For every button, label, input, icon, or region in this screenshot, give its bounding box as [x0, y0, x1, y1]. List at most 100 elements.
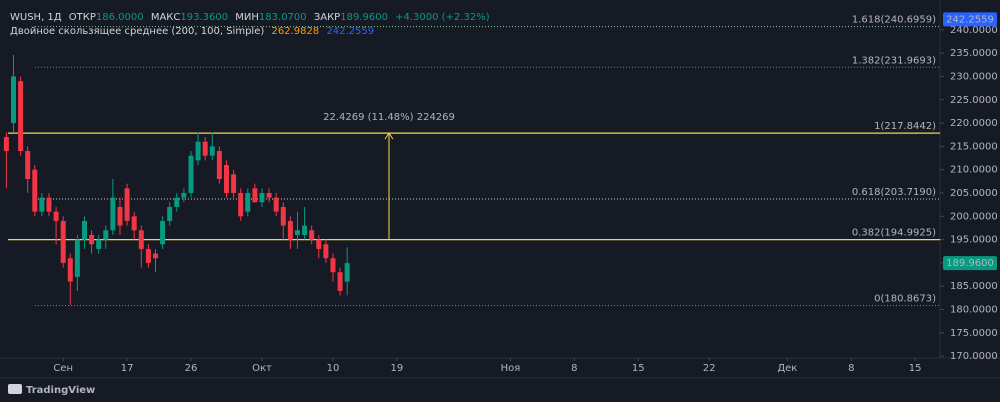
fib-label: 0(180.8673)	[874, 293, 936, 304]
y-tick-label: 235.0000	[950, 48, 998, 59]
y-tick-label: 225.0000	[950, 95, 998, 106]
indicator: Двойное скользящее среднее (200, 100, Si…	[10, 26, 374, 37]
high-label: МАКС	[151, 12, 181, 23]
low-label: МИН	[235, 12, 259, 23]
candle-body	[110, 197, 116, 231]
candle-body	[74, 239, 80, 277]
price-label-box	[943, 12, 997, 27]
brand: TradingView	[26, 385, 95, 396]
price-label: 189.9600	[946, 258, 994, 269]
x-tick-label: 22	[703, 363, 716, 374]
y-tick-label: 220.0000	[950, 118, 998, 129]
candle-body	[202, 141, 208, 156]
candle-body	[89, 234, 95, 245]
x-tick-label: 15	[909, 363, 922, 374]
low: 183.0700	[259, 12, 307, 23]
candle-body	[316, 239, 322, 249]
candle-body	[238, 192, 244, 217]
candle-body	[67, 258, 73, 282]
high: 193.3600	[180, 12, 228, 23]
candle-body	[337, 272, 343, 291]
y-tick-label: 175.0000	[950, 328, 998, 339]
candle-body	[231, 174, 237, 193]
x-tick-label: Дек	[777, 363, 797, 374]
x-tick-label: Сен	[53, 363, 73, 374]
candle-body	[266, 192, 272, 198]
candle-body	[103, 230, 109, 240]
price-label: 242.2559	[946, 14, 994, 25]
candle-body	[25, 151, 31, 179]
candle-body	[309, 230, 315, 240]
candle-body	[39, 197, 45, 212]
x-tick-label: 26	[185, 363, 198, 374]
candle-body	[294, 230, 300, 235]
candle-body	[287, 220, 293, 240]
candle-body	[152, 253, 158, 259]
candle-body	[181, 192, 187, 198]
close: 189.9600	[340, 12, 388, 23]
y-tick-label: 180.0000	[950, 305, 998, 316]
x-tick-label: Ноя	[501, 363, 521, 374]
y-tick-label: 200.0000	[950, 211, 998, 222]
candle-body	[131, 216, 137, 231]
candle-body	[174, 197, 180, 207]
header: WUSH, 1Д ОТКР186.0000 МАКС193.3600 МИН18…	[10, 12, 490, 23]
fib-label: 0.382(194.9925)	[852, 228, 936, 239]
fib-label: 0.618(203.7190)	[852, 187, 936, 198]
candle-body	[167, 206, 173, 221]
brand-logo	[8, 384, 22, 394]
fib-label: 1.618(240.6959)	[852, 15, 936, 26]
candle-body	[124, 188, 130, 221]
candle-body	[81, 220, 87, 240]
candle-body	[145, 248, 151, 263]
candle-body	[330, 258, 336, 273]
symbol: WUSH, 1Д	[10, 12, 62, 23]
fib-label: 1(217.8442)	[874, 121, 936, 132]
candle-body	[32, 169, 38, 212]
indicator-value: 262.9828	[271, 26, 319, 37]
candle-body	[344, 263, 350, 282]
x-tick-label: 15	[632, 363, 645, 374]
candle-body	[46, 197, 52, 212]
candle-body	[245, 192, 251, 212]
candle-body	[195, 141, 201, 161]
y-tick-label: 195.0000	[950, 235, 998, 246]
x-tick-label: Окт	[252, 363, 272, 374]
y-tick-label: 210.0000	[950, 165, 998, 176]
close-label: ЗАКР	[314, 12, 340, 23]
candle-body	[223, 165, 229, 193]
candle-body	[117, 206, 123, 226]
candle-body	[160, 220, 166, 245]
y-tick-label: 240.0000	[950, 25, 998, 36]
x-tick-label: 8	[848, 363, 854, 374]
change: +4.3000 (+2.32%)	[395, 12, 490, 23]
x-tick-label: 8	[571, 363, 577, 374]
candle-body	[209, 146, 215, 156]
plot: 0(180.8673) 0.382(194.9925) 0.618(203.7190…	[3, 15, 940, 306]
candle-body	[3, 137, 9, 152]
y-tick-label: 185.0000	[950, 281, 998, 292]
candle-body	[188, 155, 194, 193]
candle-body	[302, 225, 308, 235]
candle-body	[10, 76, 16, 124]
price-label-box	[943, 256, 997, 271]
candle-body	[53, 211, 59, 221]
indicator-name: Двойное скользящее среднее (200, 100, Si…	[10, 26, 264, 37]
candle-body	[96, 239, 102, 249]
x-tick-label: 17	[121, 363, 134, 374]
candle-body	[18, 81, 24, 152]
candle-body	[60, 220, 66, 263]
candle-body	[280, 206, 286, 226]
y-tick-label: 205.0000	[950, 188, 998, 199]
candle-body	[273, 197, 279, 212]
candle-body	[216, 151, 222, 179]
candle-body	[252, 188, 258, 203]
candle-body	[138, 230, 144, 249]
x-tick-label: 10	[327, 363, 340, 374]
measure-arrowhead	[384, 132, 394, 140]
candle-body	[323, 244, 329, 259]
y-tick-label: 215.0000	[950, 141, 998, 152]
open: 186.0000	[96, 12, 144, 23]
